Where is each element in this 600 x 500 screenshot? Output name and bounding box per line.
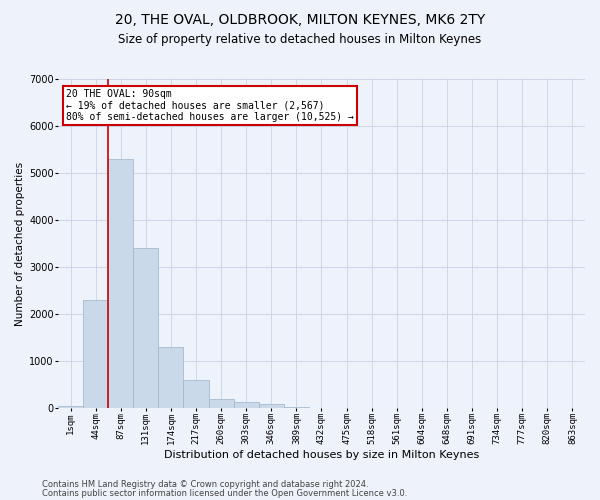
Bar — [158, 347, 184, 408]
Bar — [133, 248, 158, 408]
Text: 20, THE OVAL, OLDBROOK, MILTON KEYNES, MK6 2TY: 20, THE OVAL, OLDBROOK, MILTON KEYNES, M… — [115, 12, 485, 26]
Bar — [58, 406, 83, 408]
Text: 20 THE OVAL: 90sqm
← 19% of detached houses are smaller (2,567)
80% of semi-deta: 20 THE OVAL: 90sqm ← 19% of detached hou… — [66, 89, 354, 122]
Text: Contains public sector information licensed under the Open Government Licence v3: Contains public sector information licen… — [42, 489, 407, 498]
Bar — [233, 402, 259, 408]
Bar — [184, 380, 209, 408]
Bar — [83, 300, 108, 408]
X-axis label: Distribution of detached houses by size in Milton Keynes: Distribution of detached houses by size … — [164, 450, 479, 460]
Y-axis label: Number of detached properties: Number of detached properties — [15, 162, 25, 326]
Bar — [259, 404, 284, 408]
Text: Contains HM Land Registry data © Crown copyright and database right 2024.: Contains HM Land Registry data © Crown c… — [42, 480, 368, 489]
Bar — [284, 406, 309, 408]
Bar — [209, 398, 233, 408]
Bar — [108, 159, 133, 408]
Text: Size of property relative to detached houses in Milton Keynes: Size of property relative to detached ho… — [118, 32, 482, 46]
